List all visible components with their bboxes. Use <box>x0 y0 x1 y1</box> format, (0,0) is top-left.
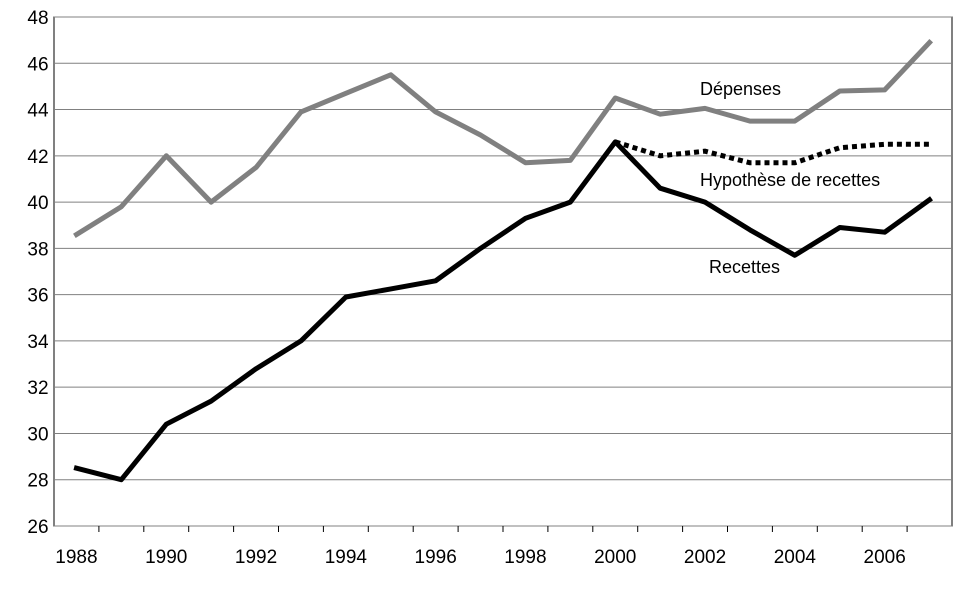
series-line-recettes <box>73 139 933 483</box>
x-tick-label-1992: 1992 <box>235 547 277 568</box>
grid-lines <box>54 16 952 527</box>
series-label-depenses: Dépenses <box>700 79 781 99</box>
series-line-depenses <box>73 38 934 238</box>
x-axis-ticks <box>98 526 908 532</box>
x-tick-label-1998: 1998 <box>504 547 546 568</box>
x-tick-label-1996: 1996 <box>415 547 457 568</box>
y-tick-label-48: 48 <box>27 8 48 29</box>
x-tick-label-1994: 1994 <box>325 547 368 568</box>
series-lines <box>73 38 934 483</box>
y-tick-label-32: 32 <box>27 378 48 399</box>
y-tick-label-46: 46 <box>27 54 48 75</box>
y-tick-label-26: 26 <box>27 517 48 538</box>
series-label-recettes: Recettes <box>709 257 780 277</box>
y-tick-label-34: 34 <box>27 332 49 353</box>
plot-area <box>53 16 953 527</box>
x-tick-label-2000: 2000 <box>594 547 636 568</box>
x-tick-label-2002: 2002 <box>684 547 726 568</box>
y-axis-tick-labels: 26 28 30 32 34 36 38 40 42 44 46 48 <box>27 8 49 538</box>
y-tick-label-36: 36 <box>27 286 48 307</box>
x-axis-tick-labels: 1988 1990 1992 1994 1996 1998 2000 2002 2004 2006 <box>55 547 905 568</box>
y-tick-label-28: 28 <box>27 471 48 492</box>
y-tick-label-42: 42 <box>27 147 48 168</box>
x-tick-label-2006: 2006 <box>864 547 906 568</box>
x-tick-label-1990: 1990 <box>145 547 187 568</box>
y-tick-label-44: 44 <box>27 101 49 122</box>
series-line-hypothese-de-recettes <box>614 139 930 166</box>
series-label-hypothese-de-recettes: Hypothèse de recettes <box>700 170 880 190</box>
x-tick-label-2004: 2004 <box>774 547 817 568</box>
y-tick-label-38: 38 <box>27 239 48 260</box>
x-tick-label-1988: 1988 <box>55 547 97 568</box>
y-tick-label-40: 40 <box>27 193 48 214</box>
y-tick-label-30: 30 <box>27 424 48 445</box>
